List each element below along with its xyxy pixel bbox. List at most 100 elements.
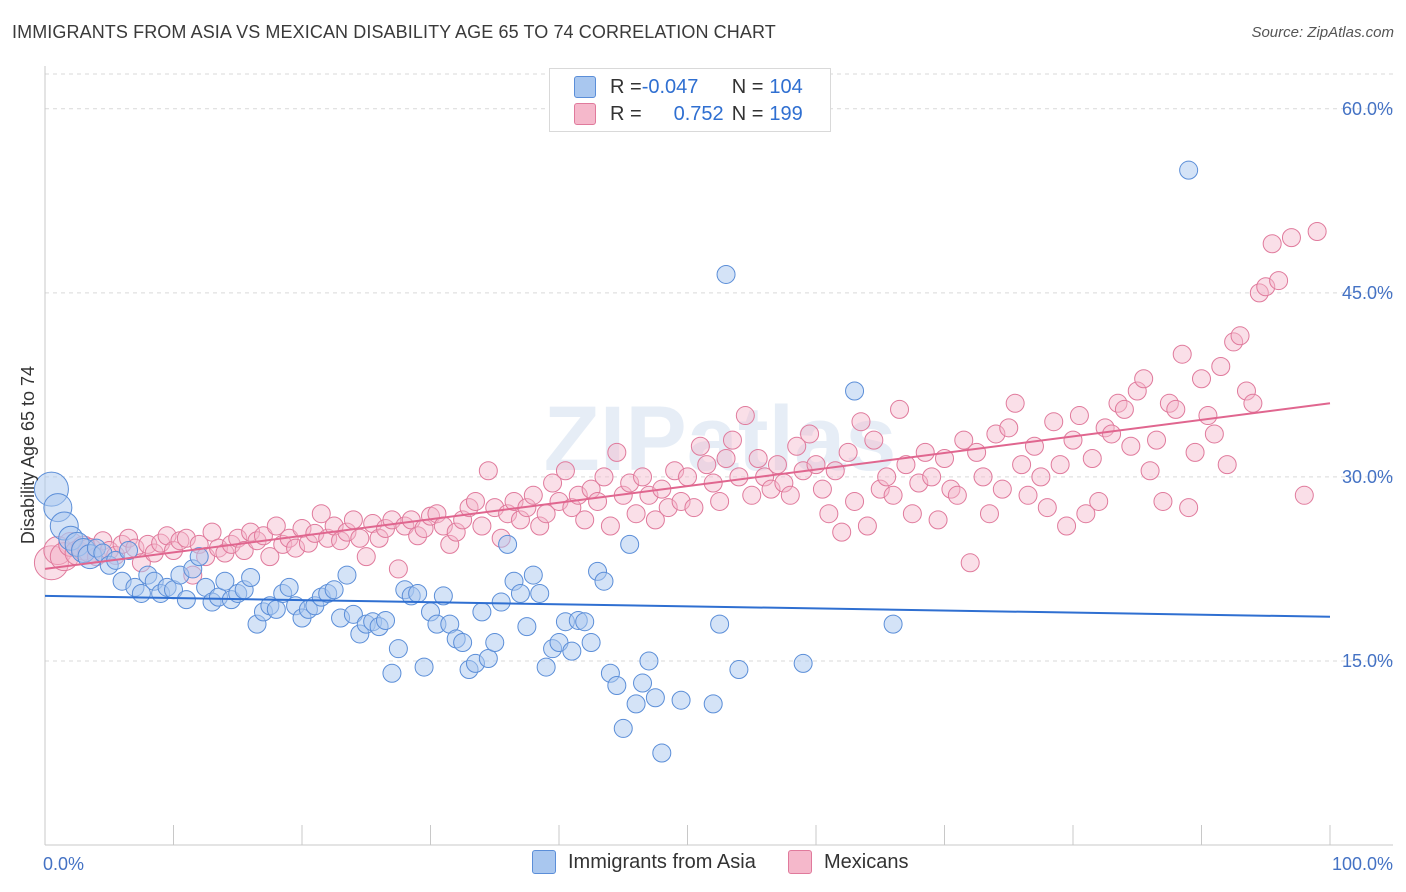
mexicans-point (1230, 326, 1250, 346)
asia-point (453, 633, 473, 653)
mexicans-point (369, 528, 389, 548)
mexicans-point (915, 442, 935, 462)
mexicans-point (1089, 491, 1109, 511)
asia-point (343, 604, 363, 624)
mexicans-point (1063, 430, 1083, 450)
asia-point (594, 571, 614, 591)
mexicans-point (266, 516, 286, 536)
asia-point (581, 633, 601, 653)
mexicans-point (973, 467, 993, 487)
asia-point (613, 718, 633, 738)
mexicans-trend-line (44, 402, 1331, 570)
mexicans-point (600, 516, 620, 536)
asia-point (498, 534, 518, 554)
mexicans-point (1069, 406, 1089, 426)
asia-point (382, 663, 402, 683)
asia-point (510, 583, 530, 603)
mexicans-point (530, 516, 550, 536)
mexicans-point (825, 461, 845, 481)
asia-point (620, 534, 640, 554)
mexicans-point (1082, 449, 1102, 468)
asia-point (716, 264, 736, 284)
mexicans-point (555, 461, 575, 481)
mexicans-point (594, 467, 614, 487)
mexicans-point (1037, 498, 1057, 518)
mexicans-point (1204, 424, 1224, 444)
asia-point (793, 653, 813, 673)
legend-row-asia: R = -0.047 N = 104 (574, 75, 803, 99)
mexicans-point (1044, 412, 1064, 432)
mexicans-point (684, 498, 704, 518)
asia-point (478, 648, 498, 668)
asia-point (433, 586, 453, 606)
asia-point (215, 571, 235, 591)
mexicans-point (819, 504, 839, 524)
mexicans-point (1172, 344, 1192, 364)
y-tick-label: 15.0% (1342, 651, 1393, 671)
mexicans-point (408, 526, 428, 546)
mexicans-point (1050, 455, 1070, 475)
mexicans-point (999, 418, 1019, 438)
y-tick-label: 30.0% (1342, 467, 1393, 487)
mexicans-point (633, 467, 653, 487)
asia-point (652, 743, 672, 763)
mexicans-point (465, 491, 485, 511)
mexicans-point (767, 455, 787, 475)
mexicans-point (523, 485, 543, 505)
asia-point (324, 580, 344, 600)
mexicans-point (1179, 498, 1199, 518)
mexicans-point (607, 442, 627, 462)
mexicans-point (1018, 485, 1038, 505)
asia-point (645, 688, 665, 708)
mexicans-point (832, 522, 852, 542)
mexicans-point (1269, 271, 1289, 291)
mexicans-point (909, 473, 929, 493)
watermark: ZIPatlas (544, 388, 897, 490)
mexicans-point (845, 491, 865, 511)
mexicans-point (896, 455, 916, 475)
mexicans-point (697, 455, 717, 475)
mexicans-point (562, 498, 582, 518)
x-tick-label: 0.0% (43, 854, 84, 874)
mexicans-point (1256, 277, 1276, 297)
asia-point (639, 651, 659, 671)
mexicans-point (780, 485, 800, 505)
mexicans-point (851, 412, 871, 432)
asia-point (491, 592, 511, 612)
mexicans-point (870, 479, 890, 499)
asia-point (633, 673, 653, 693)
asia-point (530, 583, 550, 603)
mexicans-point (812, 479, 832, 499)
mexicans-point (671, 491, 691, 511)
asia-point (517, 617, 537, 637)
legend-r-value: -0.047 (641, 75, 699, 98)
mexicans-point (1057, 516, 1077, 536)
asia-point (1179, 160, 1199, 180)
trend-lines (44, 402, 1331, 618)
asia-point (485, 633, 505, 653)
mexicans-point (665, 461, 685, 481)
asia-point (575, 612, 595, 632)
mexicans-point (838, 442, 858, 462)
mexicans-point (1121, 436, 1141, 456)
mexicans-point (928, 510, 948, 530)
mexicans-point (722, 430, 742, 450)
mexicans-point (986, 424, 1006, 444)
legend-row-mexicans: R = 0.752 N = 199 (574, 102, 803, 126)
asia-point (376, 610, 396, 630)
mexicans-point (864, 430, 884, 450)
asia-point (176, 590, 196, 610)
asia-point (729, 660, 749, 680)
asia-point (337, 565, 357, 585)
asia-point (607, 675, 627, 695)
mexicans-point (440, 534, 460, 554)
mexicans-point (620, 473, 640, 493)
legend-swatch-asia (574, 76, 596, 98)
mexicans-point (902, 504, 922, 524)
mexicans-point (626, 504, 646, 524)
asia-point (279, 577, 299, 597)
mexicans-point (1076, 504, 1096, 524)
bottom-legend-mexicans: Mexicans (788, 850, 908, 874)
asia-point (189, 547, 209, 567)
